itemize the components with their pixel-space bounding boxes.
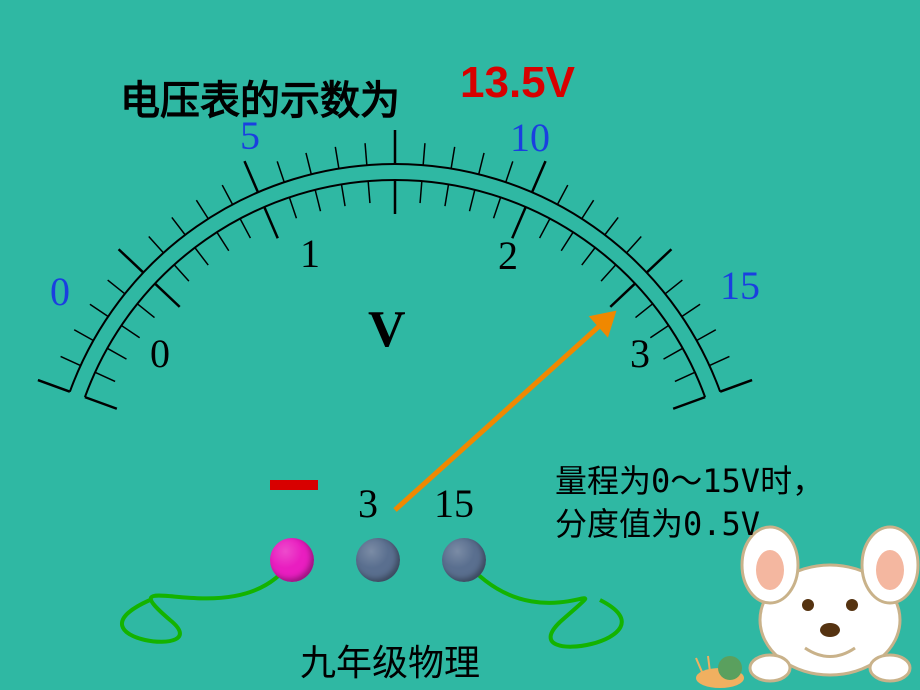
critter-decoration: [696, 527, 918, 688]
inner-scale-label: 2: [498, 232, 518, 279]
wire-right: [464, 560, 622, 647]
terminal-15: [442, 538, 486, 582]
terminal-3: [356, 538, 400, 582]
terminal-3-label: 3: [358, 480, 378, 527]
unit-label: V: [368, 300, 406, 359]
minus-sign: [270, 480, 318, 490]
inner-ticks: [85, 180, 705, 409]
wire-left: [122, 560, 292, 642]
inner-scale-label: 3: [630, 330, 650, 377]
voltmeter-slide: 电压表的示数为 13.5V V 051015 0123 3 15 量程为0～15…: [0, 0, 920, 690]
outer-scale-label: 5: [240, 112, 260, 159]
outer-scale-label: 15: [720, 262, 760, 309]
footer-text: 九年级物理: [300, 634, 480, 686]
range-info: 量程为0～15V时， 分度值为0.5V: [555, 460, 824, 546]
info-line1: 量程为0～15V时，: [555, 460, 824, 503]
info-line2: 分度值为0.5V: [555, 503, 824, 546]
outer-scale-label: 0: [50, 268, 70, 315]
outer-scale-label: 10: [510, 114, 550, 161]
inner-scale-label: 1: [300, 230, 320, 277]
terminal-minus: [270, 538, 314, 582]
meter-svg: [0, 0, 920, 690]
inner-scale-label: 0: [150, 330, 170, 377]
terminal-15-label: 15: [434, 480, 474, 527]
